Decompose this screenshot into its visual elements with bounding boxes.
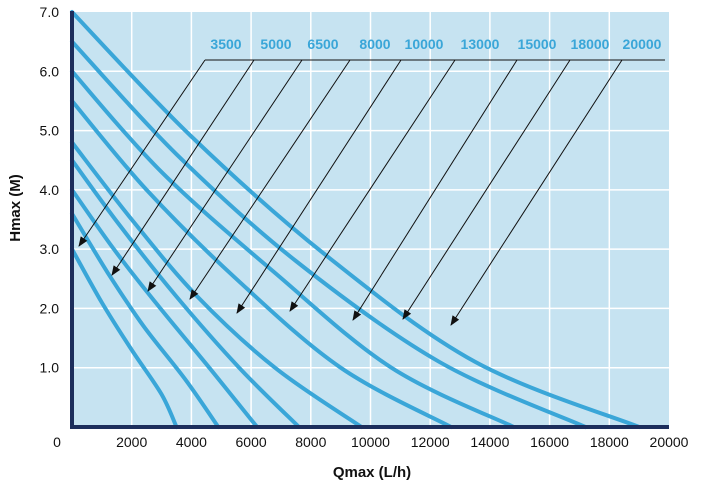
x-tick-label: 18000 <box>590 434 629 450</box>
x-tick-label: 14000 <box>470 434 509 450</box>
series-label-20000: 20000 <box>623 36 662 52</box>
leader-arrow-3500 <box>78 59 206 247</box>
leader-arrow-6500 <box>147 59 303 292</box>
x-tick-label: 20000 <box>650 434 689 450</box>
leader-arrow-13000 <box>289 59 456 312</box>
leader-arrow-8000 <box>189 59 351 300</box>
y-tick-label: 1.0 <box>40 360 60 376</box>
series-lines <box>70 10 642 429</box>
tick-labels: 0 2000 4000 6000 8000 10000 12000 14000 16000 180… <box>40 4 689 450</box>
series-line-5000 <box>70 211 221 429</box>
series-label-5000: 5000 <box>260 36 291 52</box>
x-tick-label: 12000 <box>411 434 450 450</box>
y-tick-label: 7.0 <box>40 4 60 20</box>
series-label-3500: 3500 <box>210 36 241 52</box>
leader-arrow-20000 <box>450 59 623 326</box>
x-tick-label: 10000 <box>351 434 390 450</box>
series-line-8000 <box>70 158 301 429</box>
x-tick-label: 8000 <box>295 434 326 450</box>
series-label-13000: 13000 <box>461 36 500 52</box>
series-label-18000: 18000 <box>571 36 610 52</box>
leader-arrow-18000 <box>402 59 571 320</box>
x-tick-label: 16000 <box>530 434 569 450</box>
x-tick-label: 4000 <box>176 434 207 450</box>
series-label-8000: 8000 <box>359 36 390 52</box>
x-tick-label: 2000 <box>116 434 147 450</box>
series-line-15000 <box>70 69 516 429</box>
leader-arrow-10000 <box>236 59 402 314</box>
series-label-6500: 6500 <box>307 36 338 52</box>
series-line-18000 <box>70 39 588 429</box>
series-label-10000: 10000 <box>405 36 444 52</box>
y-tick-label: 2.0 <box>40 300 60 316</box>
x-axis-title: Qmax (L/h) <box>333 464 411 481</box>
series-line-13000 <box>70 98 454 429</box>
y-tick-label: 5.0 <box>40 123 60 139</box>
leader-lines <box>78 59 665 326</box>
leader-arrow-15000 <box>352 59 518 321</box>
x-tick-label: 0 <box>53 434 61 450</box>
leader-arrow-5000 <box>111 59 255 276</box>
y-tick-label: 6.0 <box>40 63 60 79</box>
x-tick-label: 6000 <box>236 434 267 450</box>
series-line-3500 <box>70 247 179 429</box>
series-labels: 3500 5000 6500 8000 10000 13000 15000 18000 2000… <box>210 36 661 52</box>
grid <box>72 12 669 427</box>
y-tick-label: 4.0 <box>40 182 60 198</box>
series-line-20000 <box>70 10 642 429</box>
y-tick-label: 3.0 <box>40 241 60 257</box>
y-axis-title: Hmax (M) <box>7 174 24 242</box>
series-line-6500 <box>70 187 260 429</box>
series-label-15000: 15000 <box>518 36 557 52</box>
